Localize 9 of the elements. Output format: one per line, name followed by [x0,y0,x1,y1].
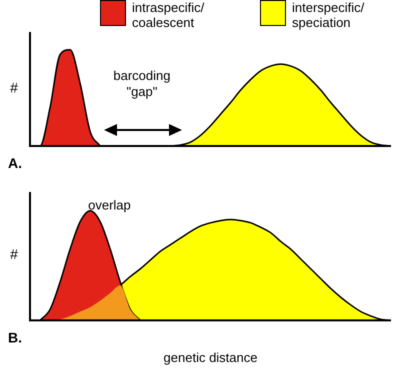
legend-label: interspecific/ speciation [292,0,366,30]
annotation: barcoding "gap" [113,68,170,99]
text: A. [8,154,22,171]
annotation: overlap [88,198,131,213]
y-axis-title: # [10,80,18,96]
y-axis-title: # [10,246,18,262]
x-axis-title: genetic distance [164,350,258,365]
text: B. [8,329,22,346]
legend-label: intraspecific/ coalescent [132,0,206,30]
